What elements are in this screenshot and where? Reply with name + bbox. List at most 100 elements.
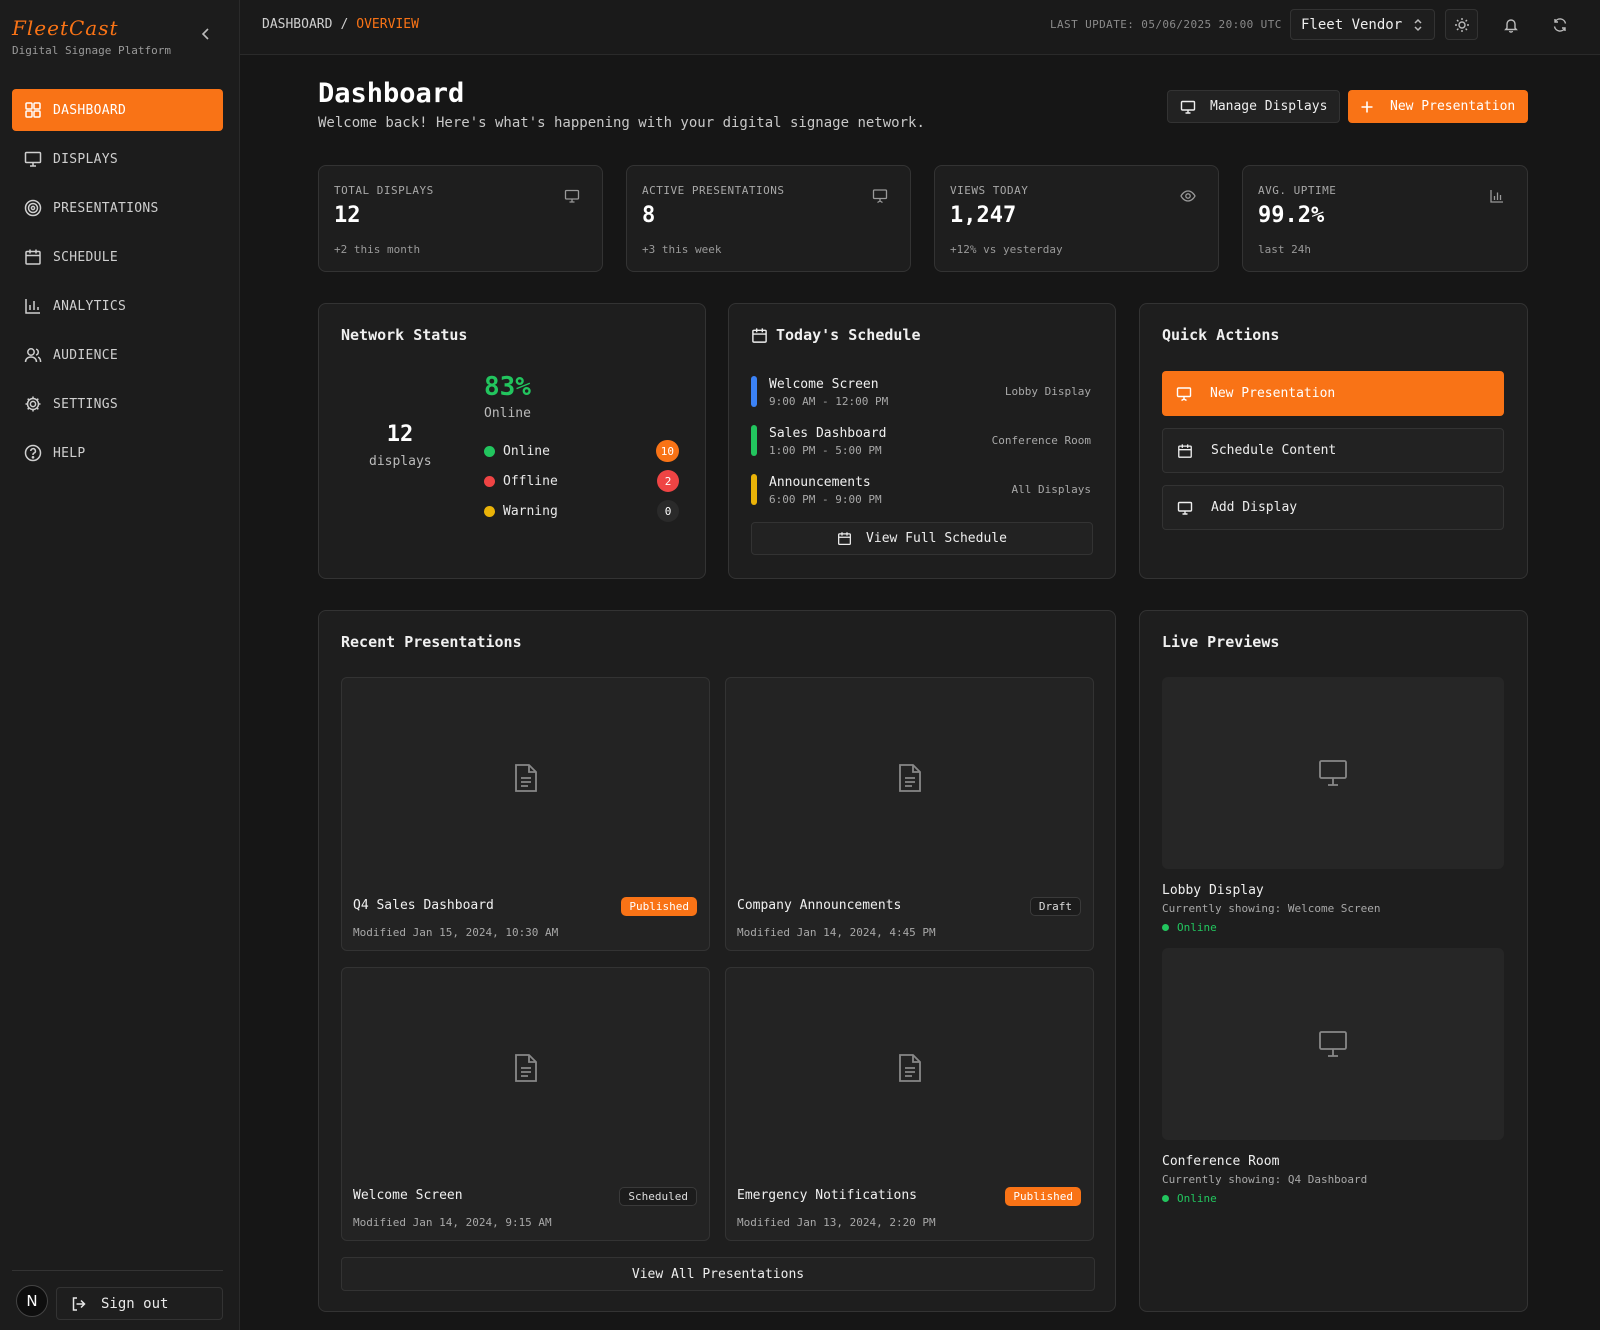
presentation-name: Welcome Screen bbox=[353, 1188, 463, 1203]
status-badge: Draft bbox=[1029, 897, 1081, 916]
schedule-item-name: Welcome Screen bbox=[769, 377, 879, 392]
schedule-item[interactable]: Welcome Screen 9:00 AM - 12:00 PM Lobby … bbox=[751, 376, 1091, 420]
document-icon bbox=[898, 1054, 921, 1082]
presentation-modified: Modified Jan 15, 2024, 10:30 AM bbox=[353, 926, 559, 939]
sidebar-item-displays[interactable]: DISPLAYS bbox=[12, 138, 223, 180]
sidebar-item-label: PRESENTATIONS bbox=[53, 200, 159, 216]
vendor-select-value: Fleet Vendor bbox=[1301, 16, 1403, 33]
schedule-item-name: Announcements bbox=[769, 475, 871, 490]
presentation-card[interactable]: Welcome Screen Scheduled Modified Jan 14… bbox=[341, 967, 710, 1241]
schedule-item[interactable]: Sales Dashboard 1:00 PM - 5:00 PM Confer… bbox=[751, 425, 1091, 469]
schedule-item-location: Conference Room bbox=[991, 434, 1091, 447]
status-badge: Published bbox=[621, 897, 697, 916]
presentation-thumbnail bbox=[726, 678, 1093, 878]
bar-chart-icon bbox=[25, 299, 40, 314]
eye-icon bbox=[1180, 190, 1196, 202]
theme-toggle-button[interactable] bbox=[1445, 9, 1478, 40]
presentation-icon bbox=[1176, 386, 1192, 401]
stat-value: 12 bbox=[334, 203, 361, 228]
network-total-label: displays bbox=[369, 454, 432, 469]
network-row-offline: Offline 2 bbox=[484, 470, 679, 492]
sidebar-item-settings[interactable]: SETTINGS bbox=[12, 383, 223, 425]
notifications-button[interactable] bbox=[1494, 9, 1527, 40]
quick-action-add-display[interactable]: Add Display bbox=[1162, 485, 1504, 530]
schedule-item[interactable]: Announcements 6:00 PM - 9:00 PM All Disp… bbox=[751, 474, 1091, 518]
avatar[interactable]: N bbox=[16, 1285, 48, 1317]
view-full-schedule-label: View Full Schedule bbox=[866, 531, 1007, 546]
vendor-select[interactable]: Fleet Vendor bbox=[1290, 9, 1435, 40]
stat-card-avg-uptime: AVG. UPTIME 99.2% last 24h bbox=[1242, 165, 1528, 272]
new-presentation-button[interactable]: New Presentation bbox=[1348, 90, 1528, 123]
presentation-thumbnail bbox=[342, 968, 709, 1168]
users-icon bbox=[24, 348, 42, 363]
network-status-card: Network Status 12 displays 83% Online On… bbox=[318, 303, 706, 579]
gear-icon bbox=[25, 396, 41, 412]
sidebar-item-presentations[interactable]: PRESENTATIONS bbox=[12, 187, 223, 229]
presentation-name: Company Announcements bbox=[737, 898, 902, 913]
status-badge: Published bbox=[1005, 1187, 1081, 1206]
last-update: LAST UPDATE: 05/06/2025 20:00 UTC bbox=[1050, 18, 1282, 31]
sidebar-item-label: SCHEDULE bbox=[53, 249, 119, 265]
monitor-icon bbox=[1177, 501, 1193, 515]
live-preview-thumbnail[interactable] bbox=[1162, 948, 1504, 1140]
sidebar-item-dashboard[interactable]: DASHBOARD bbox=[12, 89, 223, 131]
live-previews-card: Live Previews Lobby Display Currently sh… bbox=[1139, 610, 1528, 1312]
schedule-color-bar bbox=[751, 474, 757, 505]
live-preview-status: Online bbox=[1162, 921, 1217, 934]
sidebar-item-schedule[interactable]: SCHEDULE bbox=[12, 236, 223, 278]
sidebar-item-label: HELP bbox=[53, 445, 86, 461]
monitor-icon bbox=[24, 151, 42, 167]
presentation-card[interactable]: Company Announcements Draft Modified Jan… bbox=[725, 677, 1094, 951]
calendar-icon bbox=[752, 327, 767, 343]
calendar-icon bbox=[838, 532, 852, 545]
sign-out-button[interactable]: Sign out bbox=[56, 1287, 223, 1320]
network-online-percent-label: Online bbox=[484, 406, 531, 421]
stat-note: +3 this week bbox=[642, 243, 722, 256]
refresh-button[interactable] bbox=[1543, 9, 1576, 40]
network-row-warning: Warning 0 bbox=[484, 500, 679, 522]
sidebar-item-help[interactable]: HELP bbox=[12, 432, 223, 474]
manage-displays-button[interactable]: Manage Displays bbox=[1167, 90, 1340, 123]
sidebar-item-analytics[interactable]: ANALYTICS bbox=[12, 285, 223, 327]
breadcrumb-root[interactable]: DASHBOARD bbox=[262, 17, 333, 32]
schedule-color-bar bbox=[751, 425, 757, 456]
quick-action-new-presentation[interactable]: New Presentation bbox=[1162, 371, 1504, 416]
network-row-label: Online bbox=[503, 443, 550, 459]
presentation-icon bbox=[872, 189, 888, 204]
brand-tagline: Digital Signage Platform bbox=[12, 44, 171, 57]
view-all-presentations-button[interactable]: View All Presentations bbox=[341, 1257, 1095, 1291]
live-preview-showing: Currently showing: Q4 Dashboard bbox=[1162, 1173, 1368, 1186]
presentation-card[interactable]: Emergency Notifications Published Modifi… bbox=[725, 967, 1094, 1241]
quick-action-schedule-content[interactable]: Schedule Content bbox=[1162, 428, 1504, 473]
collapse-sidebar-icon[interactable] bbox=[198, 26, 214, 42]
grid-icon bbox=[25, 102, 41, 118]
stat-note: +12% vs yesterday bbox=[950, 243, 1063, 256]
sidebar-item-audience[interactable]: AUDIENCE bbox=[12, 334, 223, 376]
online-dot bbox=[1162, 924, 1169, 931]
sign-out-label: Sign out bbox=[101, 1295, 169, 1312]
live-preview-thumbnail[interactable] bbox=[1162, 677, 1504, 869]
breadcrumb: DASHBOARD / OVERVIEW bbox=[262, 17, 419, 32]
schedule-item-time: 9:00 AM - 12:00 PM bbox=[769, 395, 889, 408]
manage-displays-label: Manage Displays bbox=[1210, 99, 1328, 114]
live-preview-status: Online bbox=[1162, 1192, 1217, 1205]
quick-actions-title: Quick Actions bbox=[1162, 326, 1280, 344]
refresh-icon bbox=[1553, 17, 1566, 32]
todays-schedule-card: Today's Schedule Welcome Screen 9:00 AM … bbox=[728, 303, 1116, 579]
presentation-card[interactable]: Q4 Sales Dashboard Published Modified Ja… bbox=[341, 677, 710, 951]
recent-presentations-card: Recent Presentations Q4 Sales Dashboard … bbox=[318, 610, 1116, 1312]
online-count-badge: 10 bbox=[655, 440, 679, 462]
network-total-displays: 12 bbox=[386, 422, 414, 447]
quick-action-label: Add Display bbox=[1211, 500, 1298, 515]
offline-count-badge: 2 bbox=[657, 470, 679, 492]
recent-presentations-title: Recent Presentations bbox=[341, 633, 522, 651]
schedule-item-location: Lobby Display bbox=[1004, 385, 1091, 398]
live-preview-name: Conference Room bbox=[1162, 1154, 1280, 1169]
view-full-schedule-button[interactable]: View Full Schedule bbox=[751, 522, 1093, 555]
page-title: Dashboard bbox=[318, 78, 465, 109]
network-online-percent: 83% bbox=[484, 372, 531, 402]
plus-icon bbox=[1361, 101, 1373, 112]
sidebar-item-label: AUDIENCE bbox=[53, 347, 119, 363]
status-badge: Scheduled bbox=[619, 1187, 697, 1206]
offline-dot bbox=[484, 475, 495, 487]
